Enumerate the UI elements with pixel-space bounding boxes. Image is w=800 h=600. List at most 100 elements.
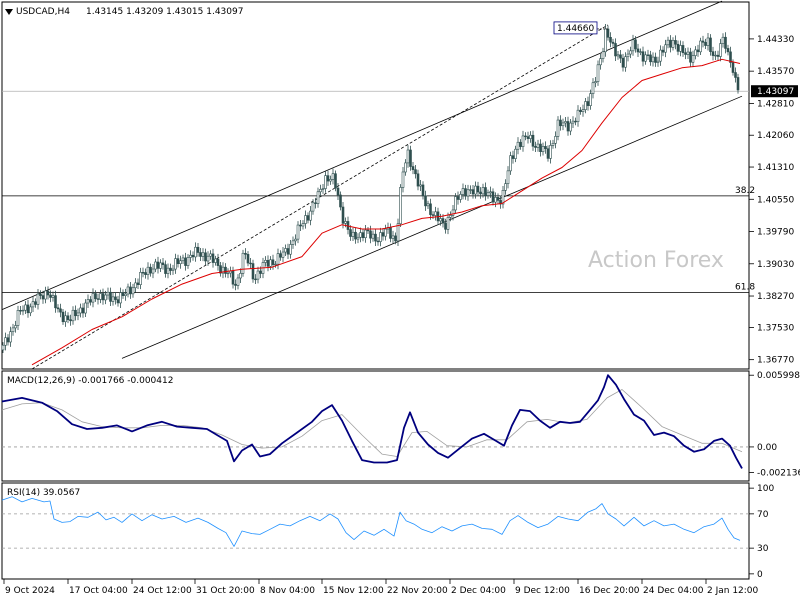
candle [469,185,472,194]
candle-body [529,134,532,139]
candle [334,170,337,192]
time-tick-label: 17 Oct 04:00 [69,586,128,596]
candle-body [354,231,357,240]
menu-triangle-icon[interactable] [5,9,13,15]
candle-body [536,143,540,148]
candle-body [534,145,537,148]
candle [289,240,292,259]
candle [79,303,82,318]
channel-line-1 [121,95,743,359]
candle [14,320,17,333]
price-tick-label: 1.38270 [757,292,794,302]
candle-body [79,307,82,314]
candle [476,181,480,197]
macd-line [1,374,743,469]
macd-tick-label: 0.005998 [757,371,800,381]
candle-body [566,121,570,132]
candle-body [409,149,412,167]
candle-body [221,266,225,274]
candle [566,116,570,136]
candle-body [289,244,292,255]
candle [676,40,680,56]
candle [594,77,597,88]
candle [371,230,375,242]
candle-body [171,268,175,271]
candle-body [554,136,557,144]
candle [301,220,305,230]
candle-body [101,293,105,301]
macd-signal-line [1,389,743,457]
candle [246,251,250,267]
candle [154,258,157,273]
candle [81,303,85,318]
candle-body [516,141,520,150]
candle-body [556,119,560,137]
candle-body [526,136,530,139]
candle-body [631,39,635,52]
price-tick-label: 1.41310 [757,163,794,173]
candle [554,131,557,149]
candle-body [89,299,92,303]
candle-body [406,149,410,164]
candle-body [199,252,202,257]
candle-body [361,232,365,239]
watermark: Action Forex [588,248,724,273]
time-tick-label: 9 Oct 2024 [5,586,55,596]
candle-body [331,173,335,180]
price-tick-label: 1.39790 [757,228,794,238]
candle-body [146,266,150,275]
candle [481,183,485,198]
candle [699,37,702,56]
candle-body [159,262,162,269]
candle [434,206,437,221]
price-tick-label: 1.44330 [757,35,794,45]
candle-body [689,51,692,63]
candle [299,220,302,231]
candle [164,260,167,278]
candle-body [401,171,405,188]
candle-body [461,188,465,195]
candle-body [64,315,67,323]
candle [139,267,142,290]
candle-body [291,240,295,245]
candle [529,131,532,143]
candle [146,262,150,280]
candle [219,262,222,277]
candle [421,181,425,200]
candle [331,168,335,185]
candle-body [211,253,215,263]
candle [236,274,240,290]
candle [244,248,247,260]
candle-body [511,155,515,159]
candle-body [151,268,155,274]
candle-body [301,223,305,227]
candle-body [521,135,525,147]
candle [641,46,645,67]
candle-body [366,229,370,232]
candle [671,37,675,51]
candle-body [411,166,415,170]
candle-body [286,248,290,255]
candle-body [351,231,355,237]
candle [414,165,417,179]
candle [714,50,717,60]
candle [351,227,355,241]
rsi-series-group [1,496,749,549]
candle-body [4,337,7,346]
candle-body [164,264,167,274]
candle-body [491,191,495,203]
candle-body [226,272,230,275]
axes-group: 1.36770 1.37530 1.38270 1.39030 1.39790 1.405… [3,35,800,596]
candle [451,204,455,221]
candle-body [184,257,187,266]
candle [186,254,190,269]
candle-body [161,262,165,265]
candle-body [239,273,242,279]
candle-body [571,120,575,124]
candle-body [249,262,252,265]
candle-body [206,255,210,262]
candle [206,251,210,266]
candle-body [176,258,180,265]
candle [404,159,407,176]
